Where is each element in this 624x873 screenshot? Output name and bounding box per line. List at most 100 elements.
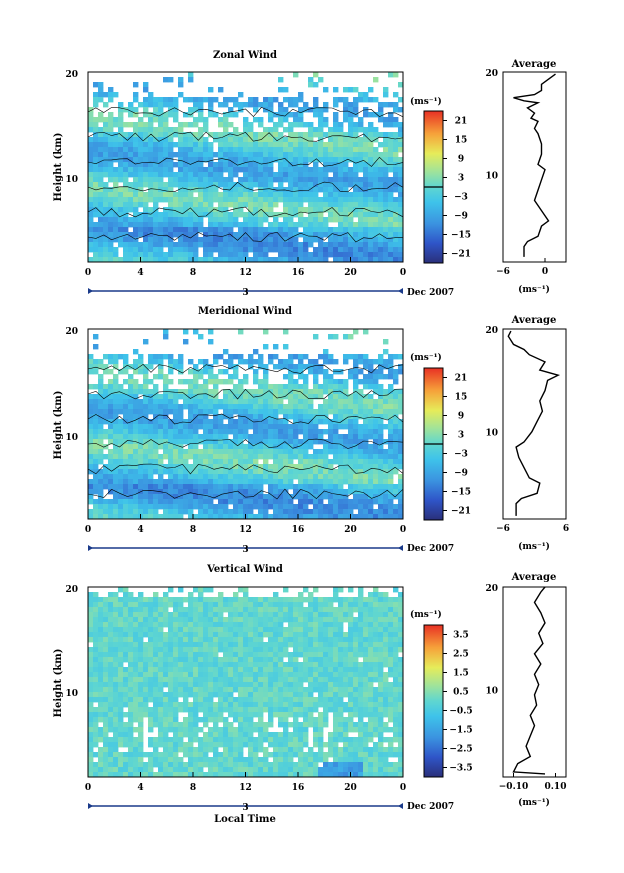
day-label: 3 <box>242 288 248 298</box>
colorbar-unit: (ms⁻¹) <box>410 96 442 107</box>
y-tick-label: 20 <box>65 70 78 80</box>
x-tick-label: 20 <box>344 783 357 793</box>
colorbar-tick-label: 15 <box>455 136 468 146</box>
x-tick-label: 16 <box>292 525 305 535</box>
profile-x-tick-label: 0 <box>542 267 548 277</box>
profile-y-tick-label: 20 <box>485 584 498 594</box>
profile-x-label: (ms⁻¹) <box>518 541 550 552</box>
day-axis-start <box>88 545 93 551</box>
month-label: Dec 2007 <box>407 288 454 298</box>
x-tick-label: 0 <box>85 268 91 278</box>
profile-x-tick-label: −6 <box>496 524 510 534</box>
colorbar-tick-label: 9 <box>458 412 464 422</box>
colorbar-tick-label: −9 <box>454 469 468 479</box>
x-tick-label: 12 <box>239 268 252 278</box>
colorbar-unit: (ms⁻¹) <box>410 609 442 620</box>
chart-title: Zonal Wind <box>213 50 277 61</box>
y-axis-label: Height (km) <box>53 391 64 460</box>
y-tick-label: 10 <box>65 689 78 699</box>
x-tick-label: 4 <box>137 268 143 278</box>
x-tick-label: 0 <box>400 268 406 278</box>
day-axis-start <box>88 803 93 809</box>
month-label: Dec 2007 <box>407 544 454 554</box>
profile-y-tick-label: 20 <box>485 326 498 336</box>
day-axis-end <box>398 545 403 551</box>
heatmap-plot <box>87 72 404 263</box>
x-tick-label: 0 <box>400 783 406 793</box>
chart-title: Vertical Wind <box>206 564 283 575</box>
day-axis-end <box>398 803 403 809</box>
chart-title: Meridional Wind <box>198 306 292 317</box>
colorbar-unit: (ms⁻¹) <box>410 352 442 363</box>
panel-zonal-wind: Zonal Wind Height (km) 20 10 Dec 2007 (m… <box>53 50 567 298</box>
profile-x-tick-label: 6 <box>563 524 569 534</box>
colorbar-tick-label: 1.5 <box>453 669 469 679</box>
colorbar-tick-label: 15 <box>455 393 468 403</box>
colorbar-tick-label: −3 <box>454 193 468 203</box>
colorbar-tick-label: −9 <box>454 212 468 222</box>
day-axis-start <box>88 288 93 294</box>
colorbar-tick-label: −21 <box>451 507 471 517</box>
x-tick-label: 0 <box>85 783 91 793</box>
profile-y-tick-label: 10 <box>485 687 498 697</box>
colorbar-tick-label: −0.5 <box>449 707 472 717</box>
x-tick-label: 16 <box>292 783 305 793</box>
x-tick-label: 8 <box>190 268 196 278</box>
day-label: 3 <box>242 545 248 555</box>
profile-x-tick-label: 0.10 <box>545 782 567 792</box>
colorbar-tick-label: −3.5 <box>449 764 472 774</box>
colorbar-tick-label: −3 <box>454 450 468 460</box>
x-tick-label: 20 <box>344 525 357 535</box>
colorbar-tick-label: −1.5 <box>449 726 472 736</box>
x-tick-label: 8 <box>190 783 196 793</box>
colorbar-tick-label: 0.5 <box>453 688 469 698</box>
x-tick-label: 0 <box>400 525 406 535</box>
colorbar-tick-label: −15 <box>451 488 471 498</box>
colorbar-tick-label: −2.5 <box>449 745 472 755</box>
profile-x-label: (ms⁻¹) <box>518 797 550 808</box>
x-axis-label: Local Time <box>214 814 276 825</box>
x-tick-label: 12 <box>239 783 252 793</box>
x-tick-label: 12 <box>239 525 252 535</box>
profile-title: Average <box>511 315 557 326</box>
x-tick-label: 20 <box>344 268 357 278</box>
day-label: 3 <box>242 803 248 813</box>
x-tick-label: 8 <box>190 525 196 535</box>
x-tick-label: 0 <box>85 525 91 535</box>
heatmap-plot <box>87 329 404 520</box>
y-tick-label: 20 <box>65 585 78 595</box>
colorbar-tick-label: 3.5 <box>453 631 469 641</box>
colorbar-tick-label: −15 <box>451 231 471 241</box>
panel-vertical-wind: Vertical Wind Height (km) 20 10 Dec 2007… <box>53 564 567 825</box>
colorbar-tick-label: 9 <box>458 155 464 165</box>
colorbar-tick-label: 21 <box>455 374 468 384</box>
profile-frame <box>502 586 567 778</box>
profile-x-label: (ms⁻¹) <box>518 284 550 295</box>
colorbar-tick-label: 2.5 <box>453 650 469 660</box>
profile-frame <box>502 328 567 520</box>
y-tick-label: 10 <box>65 433 78 443</box>
profile-line <box>513 73 556 257</box>
y-axis-label: Height (km) <box>53 133 64 202</box>
colorbar-tick-label: 21 <box>455 117 468 127</box>
x-tick-label: 4 <box>137 525 143 535</box>
profile-frame <box>502 71 567 263</box>
profile-title: Average <box>511 572 557 583</box>
profile-title: Average <box>511 59 557 70</box>
x-tick-label: 16 <box>292 268 305 278</box>
profile-x-tick-label: −6 <box>496 267 510 277</box>
month-label: Dec 2007 <box>407 802 454 812</box>
y-axis-label: Height (km) <box>53 649 64 718</box>
profile-line <box>507 330 561 516</box>
profile-y-tick-label: 10 <box>485 429 498 439</box>
panel-meridional-wind: Meridional Wind Height (km) 20 10 Dec 20… <box>53 306 569 554</box>
x-tick-label: 4 <box>137 783 143 793</box>
colorbar-tick-label: 3 <box>458 431 464 441</box>
day-axis-end <box>398 288 403 294</box>
colorbar-tick-label: −21 <box>451 250 471 260</box>
heatmap-plot <box>88 587 404 778</box>
profile-x-tick-label: −0.10 <box>499 782 528 792</box>
colorbar <box>423 624 444 778</box>
y-tick-label: 20 <box>65 327 78 337</box>
